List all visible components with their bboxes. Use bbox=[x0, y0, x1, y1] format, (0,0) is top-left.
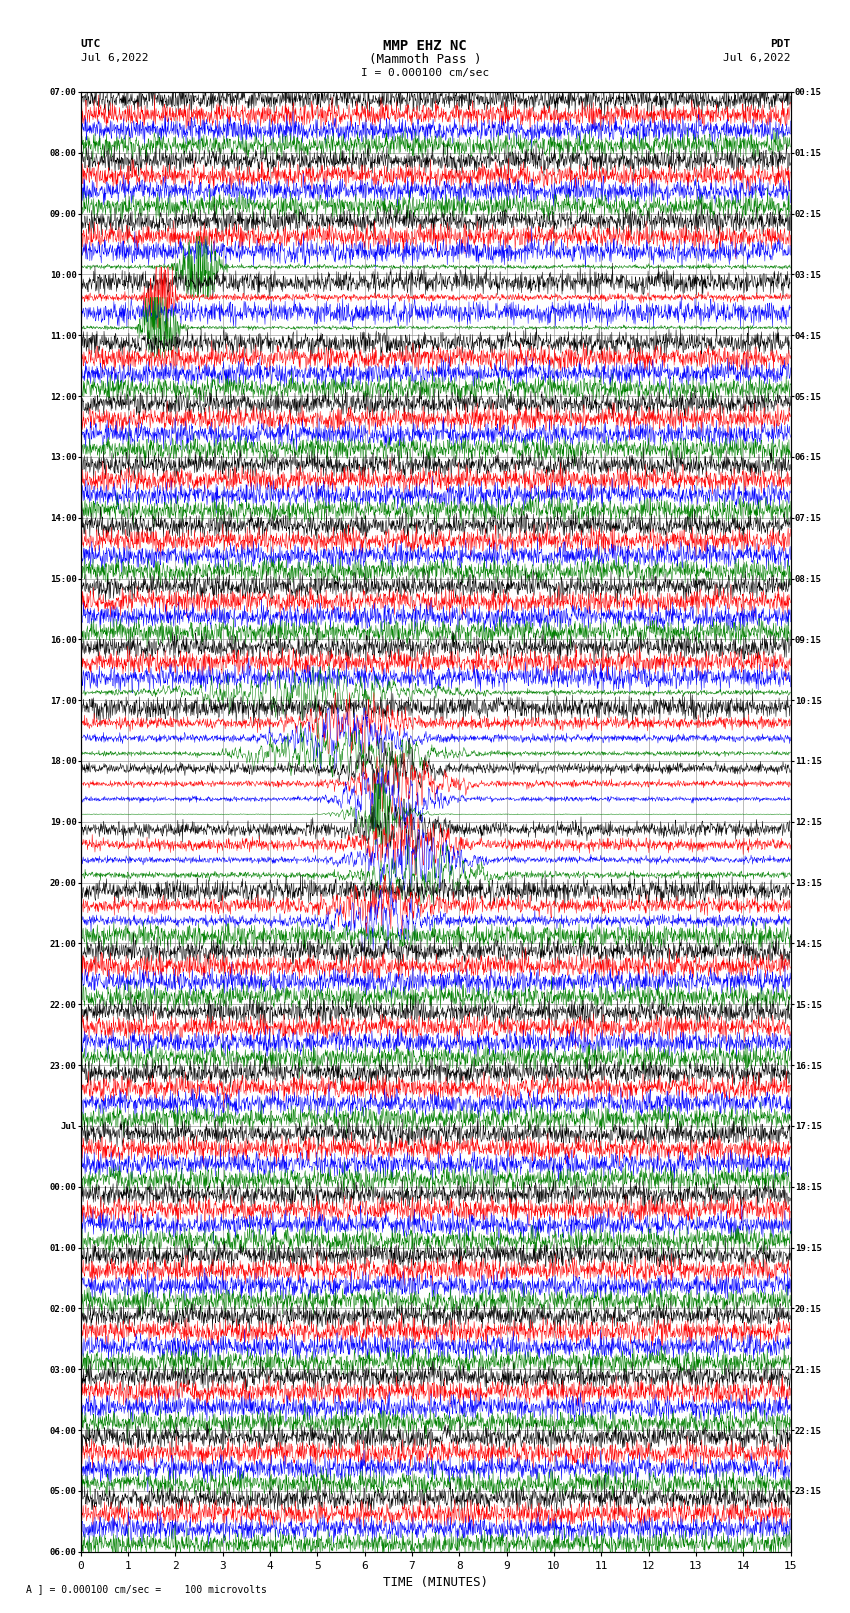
Text: (Mammoth Pass ): (Mammoth Pass ) bbox=[369, 53, 481, 66]
Text: MMP EHZ NC: MMP EHZ NC bbox=[383, 39, 467, 53]
X-axis label: TIME (MINUTES): TIME (MINUTES) bbox=[383, 1576, 488, 1589]
Text: PDT: PDT bbox=[770, 39, 790, 48]
Text: Jul 6,2022: Jul 6,2022 bbox=[723, 53, 791, 63]
Text: I = 0.000100 cm/sec: I = 0.000100 cm/sec bbox=[361, 68, 489, 77]
Text: UTC: UTC bbox=[81, 39, 101, 48]
Text: A ] = 0.000100 cm/sec =    100 microvolts: A ] = 0.000100 cm/sec = 100 microvolts bbox=[26, 1584, 266, 1594]
Text: Jul 6,2022: Jul 6,2022 bbox=[81, 53, 148, 63]
